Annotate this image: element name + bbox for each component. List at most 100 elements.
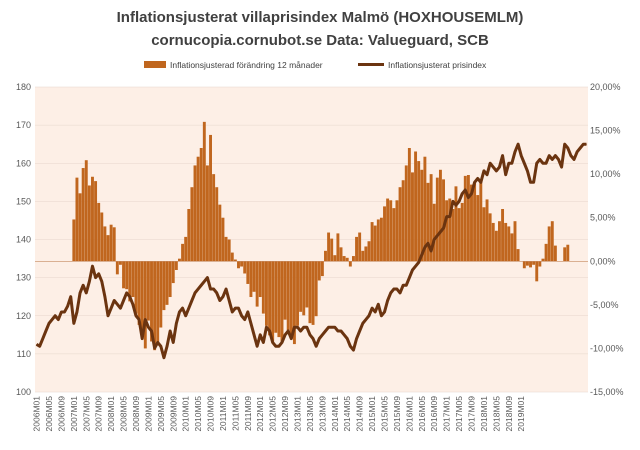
x-tick-label: 2017M05 (454, 396, 464, 432)
line-point (486, 174, 488, 176)
x-tick-label: 2008M05 (119, 396, 129, 432)
bar (224, 236, 228, 262)
bar (302, 261, 306, 316)
bar (137, 261, 141, 325)
x-tick-label: 2009M05 (156, 396, 166, 432)
line-point (256, 345, 258, 347)
line-point (368, 315, 370, 317)
bar (289, 261, 293, 335)
bar (205, 165, 209, 262)
bar (398, 187, 402, 262)
bar (258, 261, 262, 298)
line-point (353, 349, 354, 351)
bar (547, 226, 551, 262)
bar (153, 261, 157, 351)
legend: Inflationsjusterad förändring 12 månader… (144, 60, 487, 70)
line-point (247, 311, 249, 313)
line-point (231, 311, 233, 313)
line-point (104, 296, 106, 298)
y-left-tick-label: 160 (16, 158, 31, 168)
legend-bar-label: Inflationsjusterad förändring 12 månader (170, 60, 323, 70)
line-point (424, 246, 426, 248)
x-tick-label: 2013M09 (317, 396, 327, 432)
x-tick-label: 2007M09 (94, 396, 104, 432)
bar (358, 232, 362, 262)
x-tick-label: 2016M09 (429, 396, 439, 432)
line-point (141, 338, 143, 340)
bar (370, 222, 374, 262)
line-point (377, 303, 379, 305)
line-point (362, 322, 364, 324)
bar (488, 213, 492, 262)
line-point (144, 319, 146, 320)
line-point (287, 330, 289, 332)
line-point (561, 166, 562, 168)
line-point (523, 162, 525, 164)
line-point (297, 326, 298, 328)
line-point (539, 159, 541, 160)
line-point (483, 170, 485, 172)
line-point (499, 166, 500, 168)
line-point (446, 216, 448, 218)
line-point (244, 319, 246, 320)
bar (420, 169, 424, 262)
y-right-tick-label: 10,00% (590, 169, 621, 179)
line-point (138, 319, 140, 320)
line-point (467, 197, 469, 198)
bar (317, 261, 321, 281)
line-point (272, 342, 274, 343)
bar (199, 148, 203, 262)
bar (181, 243, 185, 262)
bar (411, 172, 414, 262)
line-point (70, 296, 72, 298)
bar (146, 261, 150, 321)
bar (72, 219, 76, 262)
line-point (328, 326, 329, 328)
line-point (219, 300, 221, 301)
line-point (471, 193, 472, 195)
line-point (365, 319, 367, 320)
x-tick-label: 2016M01 (404, 396, 414, 432)
line-point (489, 162, 491, 164)
line-point (188, 307, 190, 309)
bar (395, 200, 399, 262)
line-point (436, 235, 438, 237)
y-right-tick-label: -5,00% (590, 300, 619, 310)
bar (280, 261, 284, 343)
line-point (166, 345, 168, 347)
y-axis-right: -15,00% -10,00% -5,00% 0,00% 5,00% 10,00% 15,0… (590, 82, 624, 397)
bar (339, 247, 343, 262)
line-point (107, 315, 109, 317)
line-point (545, 162, 547, 164)
line-point (126, 292, 128, 294)
line-point (331, 326, 333, 328)
bar (190, 187, 194, 262)
bar (429, 174, 433, 262)
line-point (461, 193, 463, 195)
bar (535, 261, 539, 282)
line-point (536, 162, 538, 164)
bar (404, 165, 408, 262)
bar (327, 232, 331, 262)
x-tick-label: 2010M09 (206, 396, 216, 432)
line-point (399, 292, 401, 294)
line-point (427, 242, 429, 244)
bar (178, 258, 181, 262)
line-point (135, 315, 137, 317)
bar (438, 169, 442, 262)
bar (544, 243, 548, 262)
bar (355, 236, 358, 262)
line-point (85, 292, 87, 294)
bar (174, 261, 178, 270)
line-point (421, 254, 423, 256)
bar (376, 219, 380, 262)
bar (386, 198, 390, 262)
bar (345, 257, 349, 262)
line-point (527, 170, 528, 172)
line-point (412, 269, 413, 271)
bar (171, 261, 175, 284)
bar (553, 245, 557, 262)
bar (265, 261, 268, 326)
line-point (129, 296, 131, 298)
line-point (51, 319, 53, 320)
